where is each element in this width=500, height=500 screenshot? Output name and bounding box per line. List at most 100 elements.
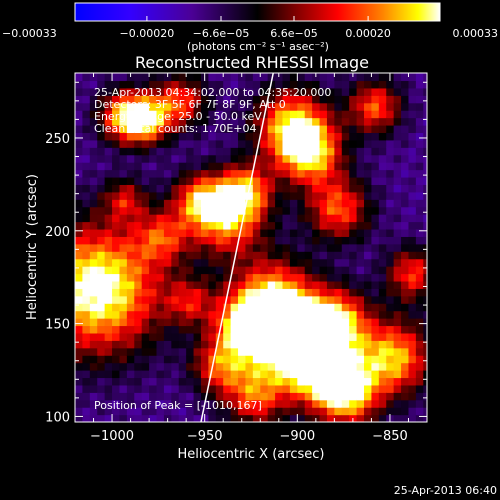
heatmap-cell [141, 407, 150, 416]
heatmap-cell [230, 325, 239, 334]
heatmap-cell [341, 347, 350, 356]
heatmap-cell [393, 110, 402, 119]
heatmap-cell [349, 310, 358, 319]
heatmap-cell [245, 169, 254, 178]
heatmap-cell [401, 147, 410, 156]
heatmap-cell [415, 258, 424, 267]
heatmap-cell [334, 102, 343, 111]
heatmap-cell [149, 87, 158, 96]
heatmap-cell [304, 110, 313, 119]
heatmap-cell [282, 102, 291, 111]
heatmap-cell [415, 280, 424, 289]
annotation-energy-range: Energy Range: 25.0 - 50.0 keV [94, 110, 262, 123]
heatmap-cell [134, 392, 143, 401]
heatmap-cell [245, 340, 254, 349]
heatmap-cell [260, 236, 269, 245]
heatmap-cell [386, 169, 395, 178]
heatmap-cell [415, 236, 424, 245]
heatmap-cell [75, 347, 84, 356]
heatmap-cell [186, 132, 195, 141]
heatmap-cell [156, 102, 165, 111]
heatmap-cell [319, 176, 328, 185]
heatmap-cell [364, 370, 373, 379]
heatmap-cell [356, 214, 365, 223]
heatmap-cell [401, 295, 410, 304]
heatmap-cell [134, 139, 143, 148]
heatmap-cell [341, 392, 350, 401]
heatmap-cell [223, 355, 232, 364]
heatmap-cell [326, 214, 335, 223]
heatmap-cell [289, 340, 298, 349]
heatmap-cell [289, 162, 298, 171]
heatmap-cell [334, 236, 343, 245]
heatmap-cell [289, 399, 298, 408]
heatmap-cell [134, 362, 143, 371]
heatmap-cell [334, 399, 343, 408]
heatmap-cell [304, 191, 313, 200]
heatmap-cell [282, 87, 291, 96]
heatmap-cell [89, 95, 98, 104]
heatmap-cell [378, 318, 387, 327]
heatmap-cell [415, 362, 424, 371]
heatmap-cell [408, 110, 417, 119]
heatmap-cell [238, 117, 247, 126]
heatmap-cell [208, 139, 217, 148]
heatmap-cell [326, 184, 335, 193]
heatmap-cell [252, 258, 261, 267]
heatmap-cell [178, 191, 187, 200]
heatmap-cell [408, 280, 417, 289]
heatmap-cell [149, 132, 158, 141]
heatmap-cell [134, 221, 143, 230]
heatmap-cell [252, 214, 261, 223]
heatmap-cell [356, 206, 365, 215]
heatmap-cell [149, 147, 158, 156]
heatmap-cell [156, 236, 165, 245]
heatmap-cell [82, 347, 91, 356]
heatmap-cell [423, 384, 427, 393]
heatmap-cell [356, 347, 365, 356]
heatmap-cell [75, 399, 84, 408]
heatmap-cell [245, 318, 254, 327]
heatmap-cell [141, 206, 150, 215]
heatmap-cell [163, 236, 172, 245]
heatmap-cell [112, 87, 121, 96]
annotation-clean-counts: Clean Total counts: 1.70E+04 [94, 122, 257, 135]
heatmap-cell [289, 147, 298, 156]
heatmap-cell [341, 407, 350, 416]
heatmap-cell [371, 280, 380, 289]
heatmap-cell [312, 176, 321, 185]
heatmap-cell [230, 392, 239, 401]
heatmap-cell [304, 273, 313, 282]
x-tick-label: −850 [372, 429, 408, 444]
heatmap-cell [193, 147, 202, 156]
plot-frame [74, 72, 428, 423]
heatmap-cell [378, 154, 387, 163]
heatmap-cell [104, 73, 113, 82]
heatmap-cell [282, 295, 291, 304]
heatmap-cell [215, 184, 224, 193]
heatmap-cell [364, 414, 373, 422]
heatmap-cell [371, 236, 380, 245]
heatmap-cell [304, 303, 313, 312]
heatmap-cell [275, 384, 284, 393]
heatmap-cell [297, 147, 306, 156]
heatmap-cell [334, 214, 343, 223]
heatmap-cell [393, 347, 402, 356]
heatmap-cell [141, 347, 150, 356]
heatmap-cell [401, 347, 410, 356]
heatmap-cell [75, 110, 84, 119]
heatmap-cell [349, 355, 358, 364]
heatmap-cell [119, 199, 128, 208]
heatmap-cell [215, 132, 224, 141]
heatmap-cell [223, 102, 232, 111]
heatmap-cell [349, 191, 358, 200]
heatmap-cell [319, 87, 328, 96]
heatmap-cell [304, 280, 313, 289]
heatmap-cell [393, 73, 402, 82]
heatmap-cell [208, 310, 217, 319]
heatmap-cell [297, 347, 306, 356]
heatmap-cell [408, 243, 417, 252]
heatmap-cell [112, 303, 121, 312]
heatmap-cell [393, 184, 402, 193]
heatmap-cell [297, 243, 306, 252]
